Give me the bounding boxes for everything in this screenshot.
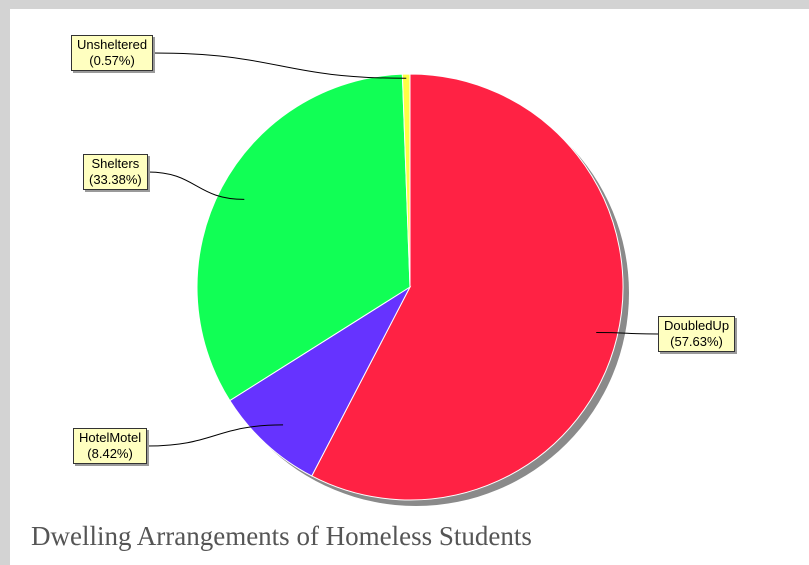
label-doubledup: DoubledUp (57.63%) xyxy=(658,316,736,352)
leader-line-hotelmotel xyxy=(146,424,284,447)
leader-line-shelters xyxy=(147,171,245,200)
pie-slice-shelters xyxy=(196,73,411,402)
label-unsheltered: Unsheltered (0.57%) xyxy=(71,35,154,71)
pie-slice-doubledup xyxy=(311,73,624,501)
leader-line-doubledup xyxy=(596,332,659,335)
leader-line-unsheltered xyxy=(152,52,407,79)
label-hotelmotel-name: HotelMotel xyxy=(79,430,142,445)
label-doubledup-percent: (57.63%) xyxy=(670,334,723,349)
label-unsheltered-name: Unsheltered xyxy=(77,37,148,52)
label-shelters-name: Shelters xyxy=(91,156,140,171)
chart-title: Dwelling Arrangements of Homeless Studen… xyxy=(31,521,532,551)
label-hotelmotel: HotelMotel (8.42%) xyxy=(73,428,148,464)
pie-slice-hotelmotel xyxy=(229,285,412,477)
label-doubledup-name: DoubledUp xyxy=(664,318,730,333)
pie-slice-unsheltered xyxy=(401,73,411,288)
label-unsheltered-percent: (0.57%) xyxy=(89,53,135,68)
label-shelters-percent: (33.38%) xyxy=(89,172,142,187)
label-shelters: Shelters (33.38%) xyxy=(83,154,148,190)
pie-chart xyxy=(146,52,659,506)
label-hotelmotel-percent: (8.42%) xyxy=(87,446,133,461)
chart-frame: DoubledUp (57.63%) HotelMotel (8.42%) Sh… xyxy=(10,9,809,565)
